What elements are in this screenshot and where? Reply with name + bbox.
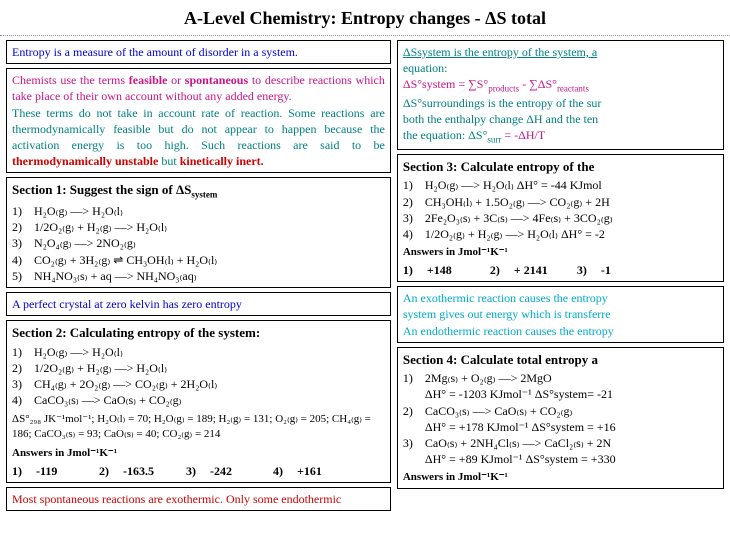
a: -163.5 [123, 463, 183, 479]
left-column: Entropy is a measure of the amount of di… [6, 40, 391, 511]
right-column: ΔSsystem is the entropy of the system, a… [397, 40, 724, 511]
eq: 4)1/2O₂₍g₎ + H₂₍g₎ —> H₂O₍l₎ ΔH° = -2 [403, 226, 718, 242]
txt: thermodynamically unstable [12, 154, 158, 168]
t: An exothermic reaction causes the entrop… [403, 291, 608, 305]
feasible-box: Chemists use the terms feasible or spont… [6, 68, 391, 173]
e: 1/2O₂₍g₎ + H₂₍g₎ —> H₂O₍l₎ [34, 360, 385, 376]
t: the equation: ΔS° [403, 128, 488, 142]
a: +148 [427, 262, 487, 278]
page-title: A-Level Chemistry: Entropy changes - ΔS … [0, 0, 730, 36]
txt: spontaneous [185, 73, 248, 87]
t: Section 1: Suggest the sign of ΔS [12, 182, 191, 197]
section-2: Section 2: Calculating entropy of the sy… [6, 320, 391, 483]
txt: feasible [129, 73, 168, 87]
e: CaCO₃₍s₎ —> CaO₍s₎ + CO₂₍g₎ [425, 404, 573, 418]
txt: kinetically inert. [180, 154, 264, 168]
e: ΔH° = +178 KJmol⁻¹ ΔS°system = +16 [425, 420, 616, 434]
e: CaCO₃₍s₎ —> CaO₍s₎ + CO₂₍g₎ [34, 392, 385, 408]
t: ΔSsystem is the entropy of the system, a [403, 45, 597, 59]
sec2-data: ΔS°₂₉₈ JK⁻¹mol⁻¹; H₂O₍l₎ = 70; H₂O₍g₎ = … [12, 412, 385, 442]
eq: 3)N₂O₄₍g₎ —> 2NO₂₍g₎ [12, 235, 385, 251]
e: CH₃OH₍l₎ + 1.5O₂₍g₎ —> CO₂₍g₎ + 2H [425, 194, 718, 210]
eq: 1)H₂O₍g₎ —> H₂O₍l₎ ΔH° = -44 KJmol [403, 177, 718, 193]
section-4: Section 4: Calculate total entropy a 1)2… [397, 347, 724, 490]
section-1-title: Section 1: Suggest the sign of ΔSsystem [12, 181, 385, 201]
e: 2Fe₂O₃₍s₎ + 3C₍s₎ —> 4Fe₍s₎ + 3CO₂₍g₎ [425, 210, 718, 226]
e: CH₄₍g₎ + 2O₂₍g₎ —> CO₂₍g₎ + 2H₂O₍l₎ [34, 376, 385, 392]
crystal-box: A perfect crystal at zero kelvin has zer… [6, 292, 391, 316]
txt: These terms do not take in account rate … [12, 106, 385, 152]
eq: 1)H₂O₍g₎ —> H₂O₍l₎ [12, 344, 385, 360]
e: 1/2O₂₍g₎ + H₂₍g₎ —> H₂O₍l₎ ΔH° = -2 [425, 226, 718, 242]
e: 1/2O₂₍g₎ + H₂₍g₎ —> H₂O₍l₎ [34, 219, 385, 235]
eq: 5)NH₄NO₃₍s₎ + aq —> NH₄NO₃₍aq₎ [12, 268, 385, 284]
eq: 1)H₂O₍g₎ —> H₂O₍l₎ [12, 203, 385, 219]
txt: but [158, 154, 179, 168]
sec3-answers: 1)+148 2)+ 2141 3)-1 [403, 260, 718, 278]
e: N₂O₄₍g₎ —> 2NO₂₍g₎ [34, 235, 385, 251]
t: system [191, 190, 217, 200]
eq: 4)CO₂₍g₎ + 3H₂₍g₎ ⇌ CH₃OH₍l₎ + H₂O₍l₎ [12, 252, 385, 268]
t: = -ΔH/T [501, 128, 545, 142]
sec2-list: 1)H₂O₍g₎ —> H₂O₍l₎ 2)1/2O₂₍g₎ + H₂₍g₎ —>… [12, 344, 385, 409]
ans-label: Answers in Jmol⁻¹K⁻¹ [403, 470, 718, 485]
e: NH₄NO₃₍s₎ + aq —> NH₄NO₃₍aq₎ [34, 268, 385, 284]
t: surr [487, 135, 501, 145]
a: -242 [210, 463, 270, 479]
sec3-list: 1)H₂O₍g₎ —> H₂O₍l₎ ΔH° = -44 KJmol 2)CH₃… [403, 177, 718, 242]
a: -119 [36, 463, 96, 479]
eq: 3)CH₄₍g₎ + 2O₂₍g₎ —> CO₂₍g₎ + 2H₂O₍l₎ [12, 376, 385, 392]
t: ΔS°surroundings is the entropy of the su… [403, 96, 602, 110]
section-2-title: Section 2: Calculating entropy of the sy… [12, 324, 385, 342]
t: ∑S° [468, 77, 488, 91]
ans-label: Answers in Jmol⁻¹K⁻¹ [12, 446, 385, 461]
a: +161 [297, 463, 357, 479]
eq: 2)CaCO₃₍s₎ —> CaO₍s₎ + CO₂₍g₎ΔH° = +178 … [403, 403, 718, 435]
txt: or [167, 73, 184, 87]
eq: 3)2Fe₂O₃₍s₎ + 3C₍s₎ —> 4Fe₍s₎ + 3CO₂₍g₎ [403, 210, 718, 226]
eq: 1)2Mg₍s₎ + O₂₍g₎ —> 2MgOΔH° = -1203 KJmo… [403, 370, 718, 402]
e: CaO₍s₎ + 2NH₄Cl₍s₎ —> CaCl₂₍s₎ + 2N [425, 436, 611, 450]
a: -1 [601, 262, 661, 278]
exo-endo-box: An exothermic reaction causes the entrop… [397, 286, 724, 343]
t: system gives out energy which is transfe… [403, 307, 611, 321]
ans-label: Answers in Jmol⁻¹K⁻¹ [403, 245, 718, 260]
section-3-title: Section 3: Calculate entropy of the [403, 158, 718, 176]
eq: 3)CaO₍s₎ + 2NH₄Cl₍s₎ —> CaCl₂₍s₎ + 2NΔH°… [403, 435, 718, 467]
t: - ∑ΔS° [519, 77, 557, 91]
eq: 4)CaCO₃₍s₎ —> CaO₍s₎ + CO₂₍g₎ [12, 392, 385, 408]
e: H₂O₍g₎ —> H₂O₍l₎ [34, 203, 385, 219]
txt: Chemists use the terms [12, 73, 129, 87]
t: products [488, 84, 519, 94]
system-surr-box: ΔSsystem is the entropy of the system, a… [397, 40, 724, 150]
t: An endothermic reaction causes the entro… [403, 324, 614, 338]
e: ΔH° = +89 KJmol⁻¹ ΔS°system = +330 [425, 452, 616, 466]
t: both the enthalpy change ΔH and the ten [403, 112, 598, 126]
a: + 2141 [514, 262, 574, 278]
eq: 2)CH₃OH₍l₎ + 1.5O₂₍g₎ —> CO₂₍g₎ + 2H [403, 194, 718, 210]
section-4-title: Section 4: Calculate total entropy a [403, 351, 718, 369]
e: ΔH° = -1203 KJmol⁻¹ ΔS°system= -21 [425, 387, 613, 401]
t: reactants [557, 84, 589, 94]
sec1-list: 1)H₂O₍g₎ —> H₂O₍l₎ 2)1/2O₂₍g₎ + H₂₍g₎ —>… [12, 203, 385, 284]
e: H₂O₍g₎ —> H₂O₍l₎ ΔH° = -44 KJmol [425, 177, 718, 193]
section-3: Section 3: Calculate entropy of the 1)H₂… [397, 154, 724, 282]
e: 2Mg₍s₎ + O₂₍g₎ —> 2MgO [425, 371, 552, 385]
t: ΔS°system = ∑S°products - ∑ΔS°reactants [403, 77, 589, 91]
eq: 2)1/2O₂₍g₎ + H₂₍g₎ —> H₂O₍l₎ [12, 219, 385, 235]
sec2-answers: 1)-119 2)-163.5 3)-242 4)+161 [12, 461, 385, 479]
sec4-list: 1)2Mg₍s₎ + O₂₍g₎ —> 2MgOΔH° = -1203 KJmo… [403, 370, 718, 467]
section-1: Section 1: Suggest the sign of ΔSsystem … [6, 177, 391, 288]
t: ΔS°system = [403, 77, 468, 91]
t: equation: [403, 61, 448, 75]
intro-box: Entropy is a measure of the amount of di… [6, 40, 391, 64]
e: CO₂₍g₎ + 3H₂₍g₎ ⇌ CH₃OH₍l₎ + H₂O₍l₎ [34, 252, 385, 268]
e: H₂O₍g₎ —> H₂O₍l₎ [34, 344, 385, 360]
spontaneous-box: Most spontaneous reactions are exothermi… [6, 487, 391, 511]
eq: 2)1/2O₂₍g₎ + H₂₍g₎ —> H₂O₍l₎ [12, 360, 385, 376]
columns: Entropy is a measure of the amount of di… [0, 36, 730, 511]
